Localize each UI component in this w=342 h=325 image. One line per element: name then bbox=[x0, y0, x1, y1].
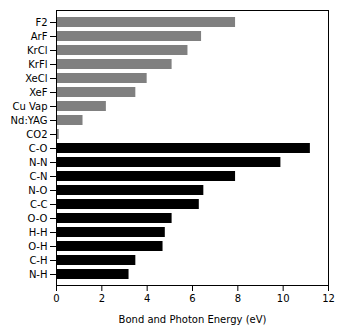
svg-text:N-O: N-O bbox=[28, 185, 47, 196]
svg-text:XeCl: XeCl bbox=[25, 73, 47, 84]
svg-text:6: 6 bbox=[189, 293, 195, 304]
svg-text:O-H: O-H bbox=[28, 241, 47, 252]
svg-text:ArF: ArF bbox=[31, 31, 48, 42]
svg-text:C-H: C-H bbox=[29, 255, 47, 266]
svg-text:CO2: CO2 bbox=[26, 129, 47, 140]
svg-text:Nd:YAG: Nd:YAG bbox=[11, 115, 48, 126]
svg-text:KrCl: KrCl bbox=[27, 45, 47, 56]
svg-text:C-O: C-O bbox=[29, 143, 48, 154]
svg-text:F2: F2 bbox=[35, 17, 47, 28]
svg-text:2: 2 bbox=[99, 293, 105, 304]
svg-text:O-O: O-O bbox=[28, 213, 48, 224]
svg-text:0: 0 bbox=[53, 293, 59, 304]
svg-text:KrFl: KrFl bbox=[28, 59, 47, 70]
svg-text:C-C: C-C bbox=[30, 199, 48, 210]
svg-text:Cu Vap: Cu Vap bbox=[12, 101, 47, 112]
svg-text:8: 8 bbox=[235, 293, 241, 304]
svg-text:10: 10 bbox=[277, 293, 290, 304]
svg-text:H-H: H-H bbox=[29, 227, 48, 238]
svg-text:XeF: XeF bbox=[29, 87, 48, 98]
svg-text:N-N: N-N bbox=[29, 157, 48, 168]
svg-text:4: 4 bbox=[144, 293, 150, 304]
svg-text:C-N: C-N bbox=[29, 171, 47, 182]
svg-text:12: 12 bbox=[322, 293, 335, 304]
svg-text:N-H: N-H bbox=[29, 269, 48, 280]
svg-text:Bond and Photon Energy (eV): Bond and Photon Energy (eV) bbox=[119, 314, 267, 325]
